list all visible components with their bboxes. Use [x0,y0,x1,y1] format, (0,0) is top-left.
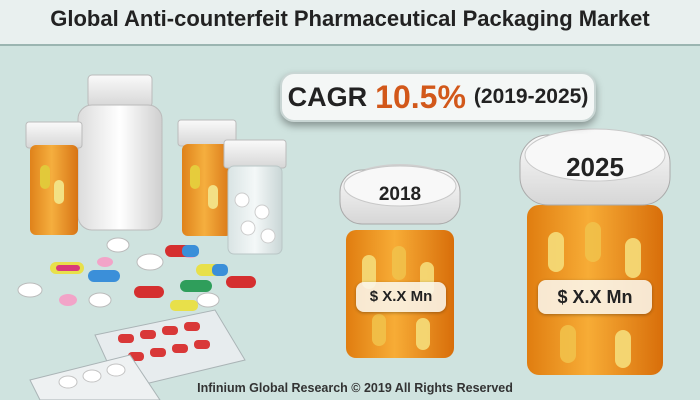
glass-bottle [223,139,287,255]
white-bottle [77,74,163,231]
orange-bottle-middle [177,119,237,236]
cagr-period: (2019-2025) [473,85,589,108]
jar-year-2025: 2025 [566,152,624,182]
jar-value-2025: $ X.X Mn [538,280,652,314]
copyright-footer: Infinium Global Research © 2019 All Righ… [197,381,513,395]
cagr-label: CAGR [287,81,368,112]
scattered-pills [17,237,256,311]
cagr-box: CAGR 10.5% (2019-2025) [280,72,596,122]
jar-value-2018: $ X.X Mn [356,282,446,312]
page-title: Global Anti-counterfeit Pharmaceutical P… [50,6,650,31]
cagr-value: 10.5% [375,78,466,115]
blister-packs [29,309,246,400]
jar-year-2018: 2018 [378,184,422,205]
orange-bottle-left [25,121,83,235]
title-bar: Global Anti-counterfeit Pharmaceutical P… [0,0,700,46]
